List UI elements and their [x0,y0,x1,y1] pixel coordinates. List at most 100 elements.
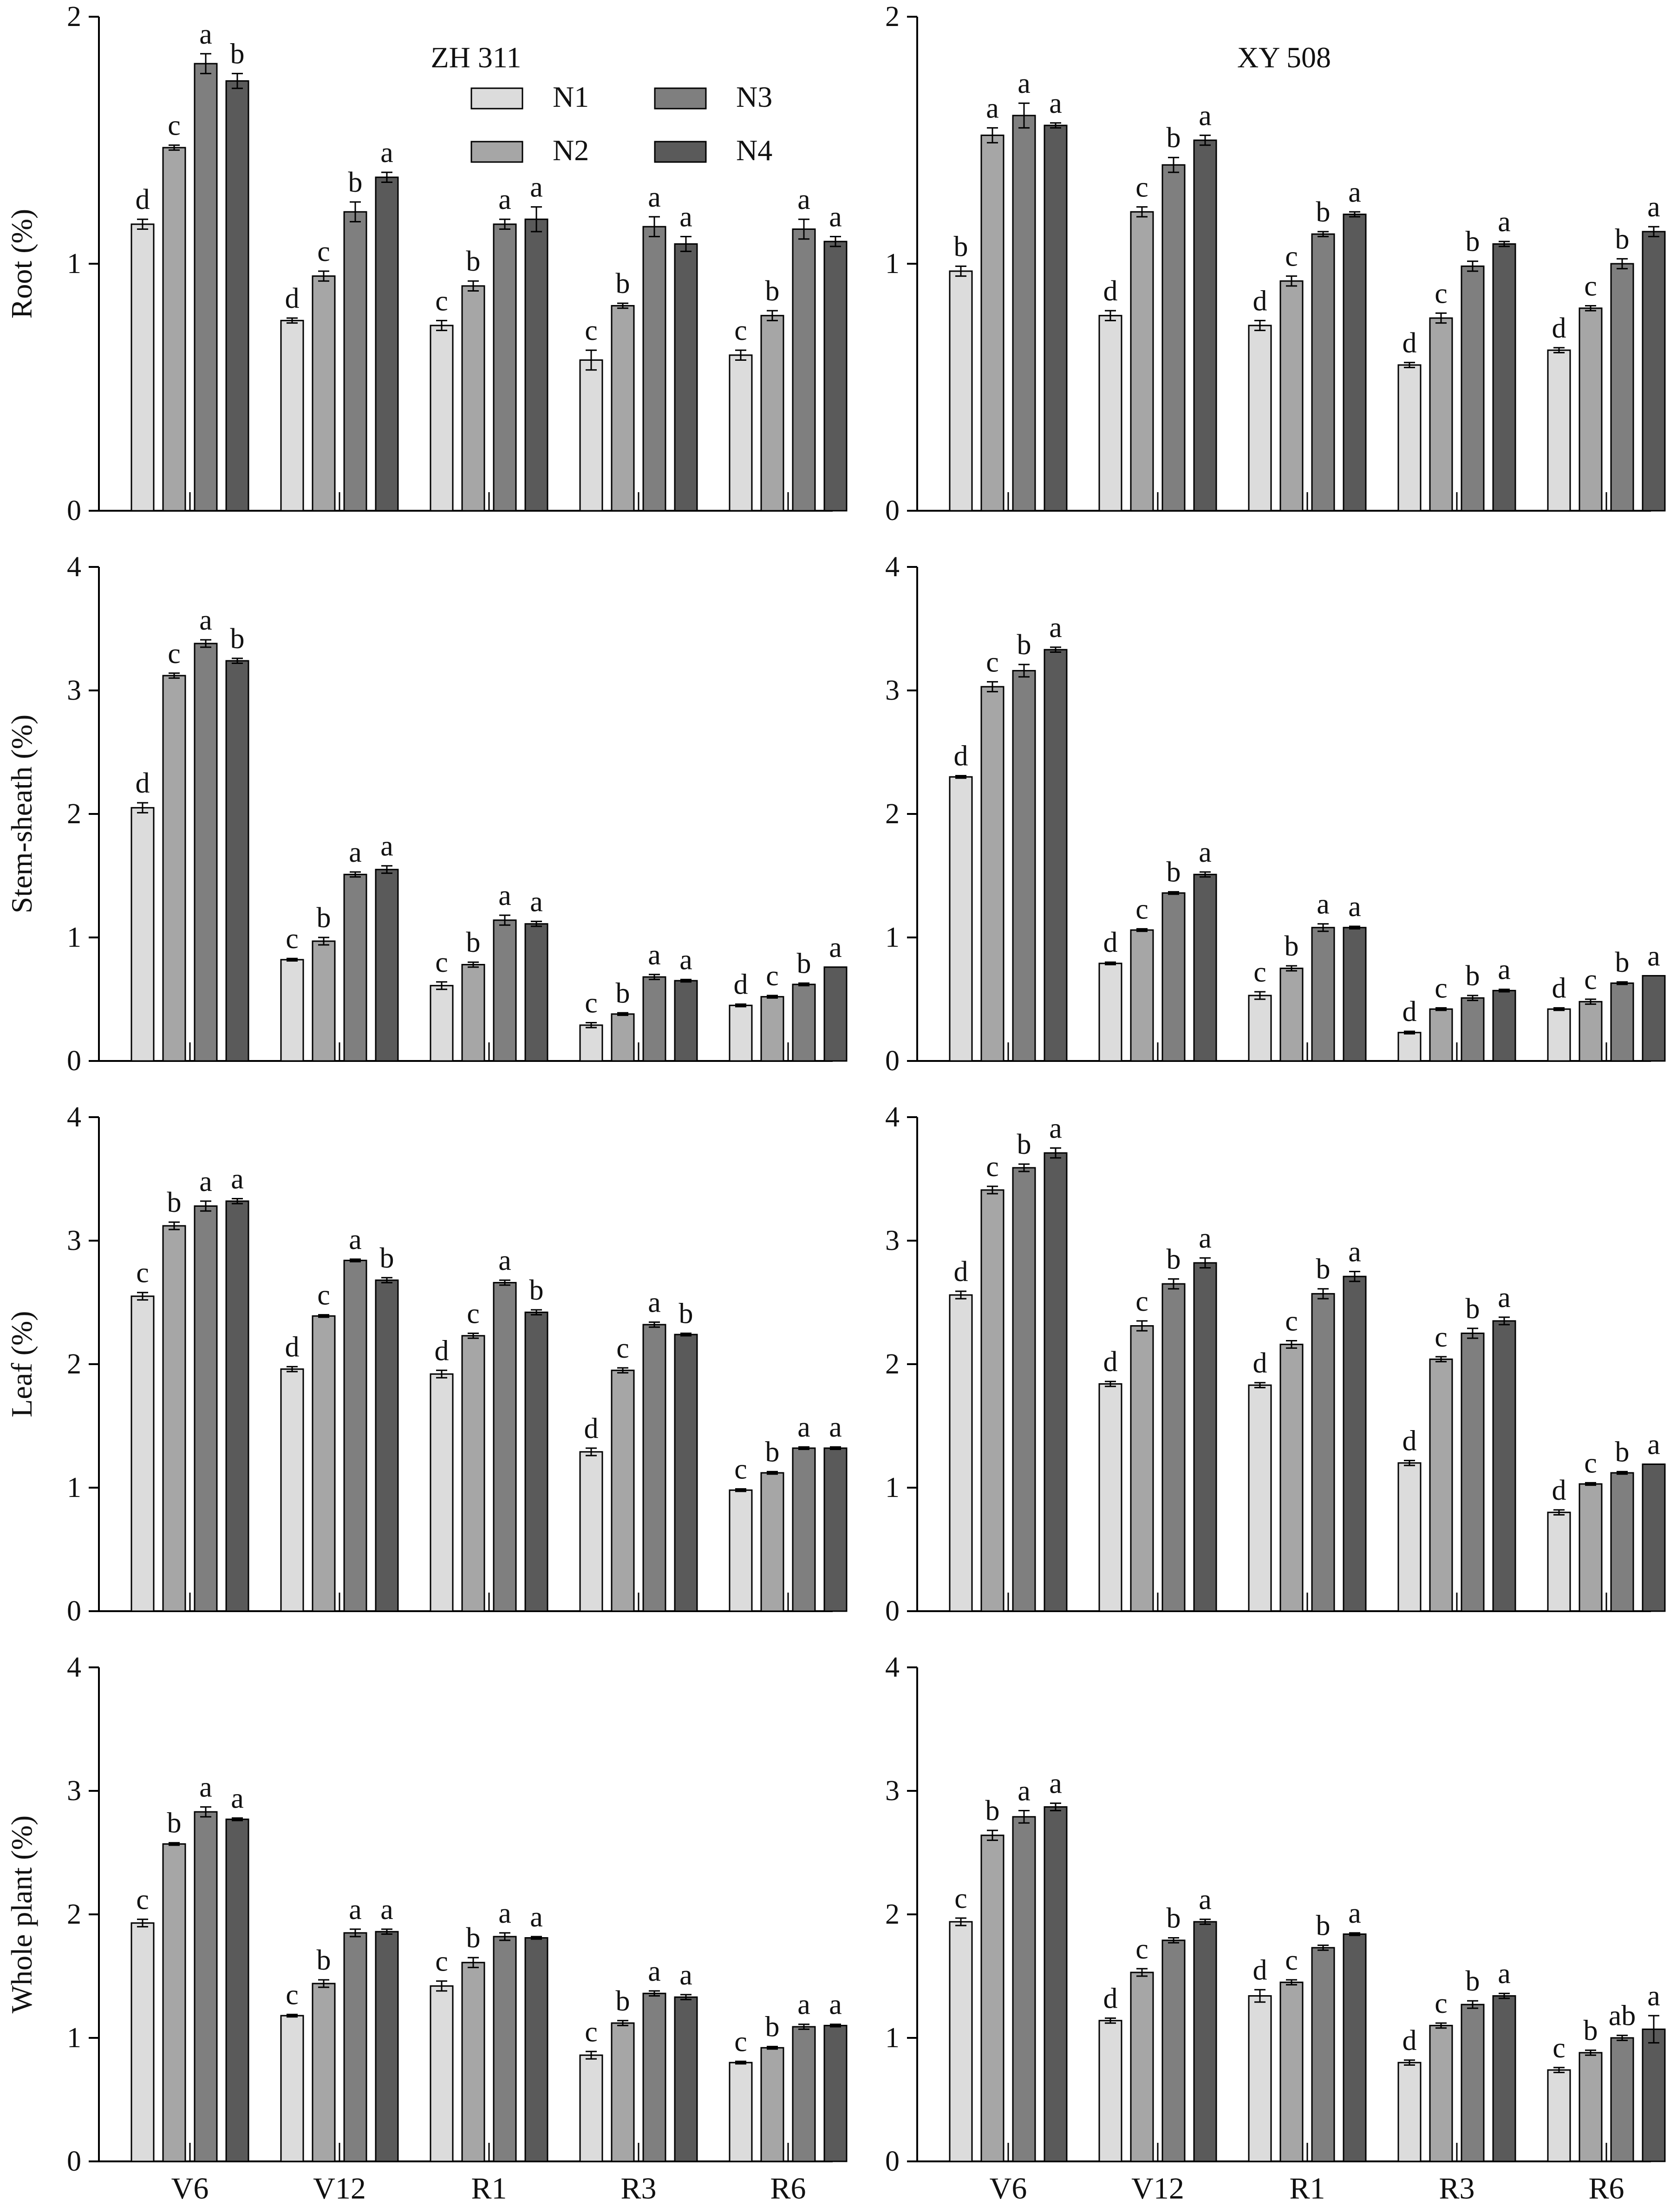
significance-letter: b [1615,223,1630,255]
bar-n1-r6 [1547,2069,1571,2162]
significance-letter: a [380,137,393,169]
significance-letter: a [797,184,810,215]
significance-letter: c [1584,964,1597,995]
y-tick-label: 3 [67,675,81,706]
significance-letter: a [1199,837,1212,868]
significance-letter: a [1647,191,1660,223]
y-axis-label: Whole plant (%) [5,1815,38,2014]
significance-letter: c [986,1151,999,1183]
x-tick-label: R6 [770,2172,806,2205]
bar-n2-r1 [1279,1981,1304,2162]
y-tick-label: 2 [67,798,81,830]
bar-n2-v12 [312,1983,336,2162]
significance-letter: d [734,969,748,1001]
significance-letter: b [1017,1129,1031,1160]
bar-n3-r3 [1461,997,1485,1062]
bar-n2-r6 [760,996,784,1062]
bar-n4-v12 [1193,873,1217,1062]
significance-letter: c [467,1298,480,1330]
bar-n1-r1 [430,1373,454,1612]
bar-n2-v12 [1130,211,1154,512]
bar-n1-r1 [1248,1995,1272,2162]
significance-letter: c [317,1280,330,1311]
bar-n1-r1 [1248,325,1272,512]
significance-letter: a [530,886,543,917]
significance-letter: a [1498,1282,1511,1314]
bar-n1-r3 [1397,2062,1422,2162]
y-tick-label: 0 [885,1595,900,1627]
significance-letter: a [231,1164,244,1195]
significance-letter: b [466,246,481,277]
bar-n3-v12 [1161,1283,1186,1612]
bar-n4-r1 [524,1937,548,2162]
bar-n4-r3 [674,1334,698,1612]
bar-n4-r3 [1492,243,1516,512]
significance-letter: b [1584,2015,1598,2047]
significance-letter: a [498,1245,511,1276]
bar-n3-r1 [1311,1947,1335,2162]
significance-letter: c [585,315,598,346]
y-tick-label: 2 [67,1348,81,1380]
significance-letter: a [498,880,511,911]
y-axis-label: Root (%) [5,209,38,319]
bar-n1-v6 [949,776,973,1062]
bar-n2-v12 [312,1315,336,1612]
bar-n3-r3 [1461,1333,1485,1612]
significance-letter: c [585,2016,598,2048]
y-tick-label: 3 [67,1775,81,1807]
bar-n4-r6 [823,1447,848,1612]
significance-letter: a [1647,1429,1660,1460]
significance-letter: d [1403,2025,1417,2056]
y-tick-label: 0 [67,1045,81,1077]
significance-letter: d [954,1256,968,1288]
bar-n3-v6 [194,1205,218,1612]
bar-n3-v6 [1012,670,1036,1062]
bar-n3-r3 [1461,265,1485,512]
y-tick-label: 0 [885,1045,900,1077]
significance-letter: c [734,2026,747,2058]
significance-letter: d [285,283,300,314]
bar-n2-v6 [980,134,1005,512]
bar-n4-r3 [1492,1995,1516,2162]
significance-letter: a [1199,100,1212,131]
bar-n3-r3 [642,1324,666,1612]
significance-letter: a [648,182,661,213]
significance-letter: d [1103,275,1118,307]
y-tick-label: 3 [885,675,900,706]
y-tick-label: 0 [885,495,900,527]
bar-n1-r1 [430,325,454,512]
significance-letter: d [1403,996,1417,1028]
significance-letter: b [317,902,331,934]
significance-letter: a [349,1224,362,1256]
y-tick-label: 2 [67,1,81,33]
significance-letter: c [435,1946,448,1978]
bar-n1-r3 [1397,1032,1422,1062]
x-tick-label: V6 [171,2172,209,2205]
significance-letter: b [765,2011,780,2043]
significance-letter: d [435,1335,449,1366]
significance-letter: c [1553,2032,1566,2064]
significance-letter: b [1167,857,1181,888]
significance-letter: a [1049,88,1062,119]
bar-n1-v12 [280,319,304,512]
bar-n4-r6 [1642,975,1666,1062]
bar-n4-v12 [375,1931,399,2162]
significance-letter: a [1317,889,1330,920]
y-tick-label: 2 [885,1899,900,1930]
significance-letter: c [317,236,330,267]
significance-letter: a [199,1772,212,1803]
y-tick-label: 1 [885,922,900,953]
y-tick-label: 2 [67,1899,81,1930]
bar-n1-v6 [130,1295,155,1612]
significance-letter: b [1466,226,1480,258]
x-tick-label: R3 [1439,2172,1474,2205]
significance-letter: a [1348,1236,1361,1268]
bar-n3-r6 [1610,1472,1634,1612]
bar-n3-v6 [194,63,218,512]
significance-letter: d [136,184,150,215]
legend-swatch-n4 [654,141,707,163]
bar-n2-r3 [1429,1358,1453,1612]
